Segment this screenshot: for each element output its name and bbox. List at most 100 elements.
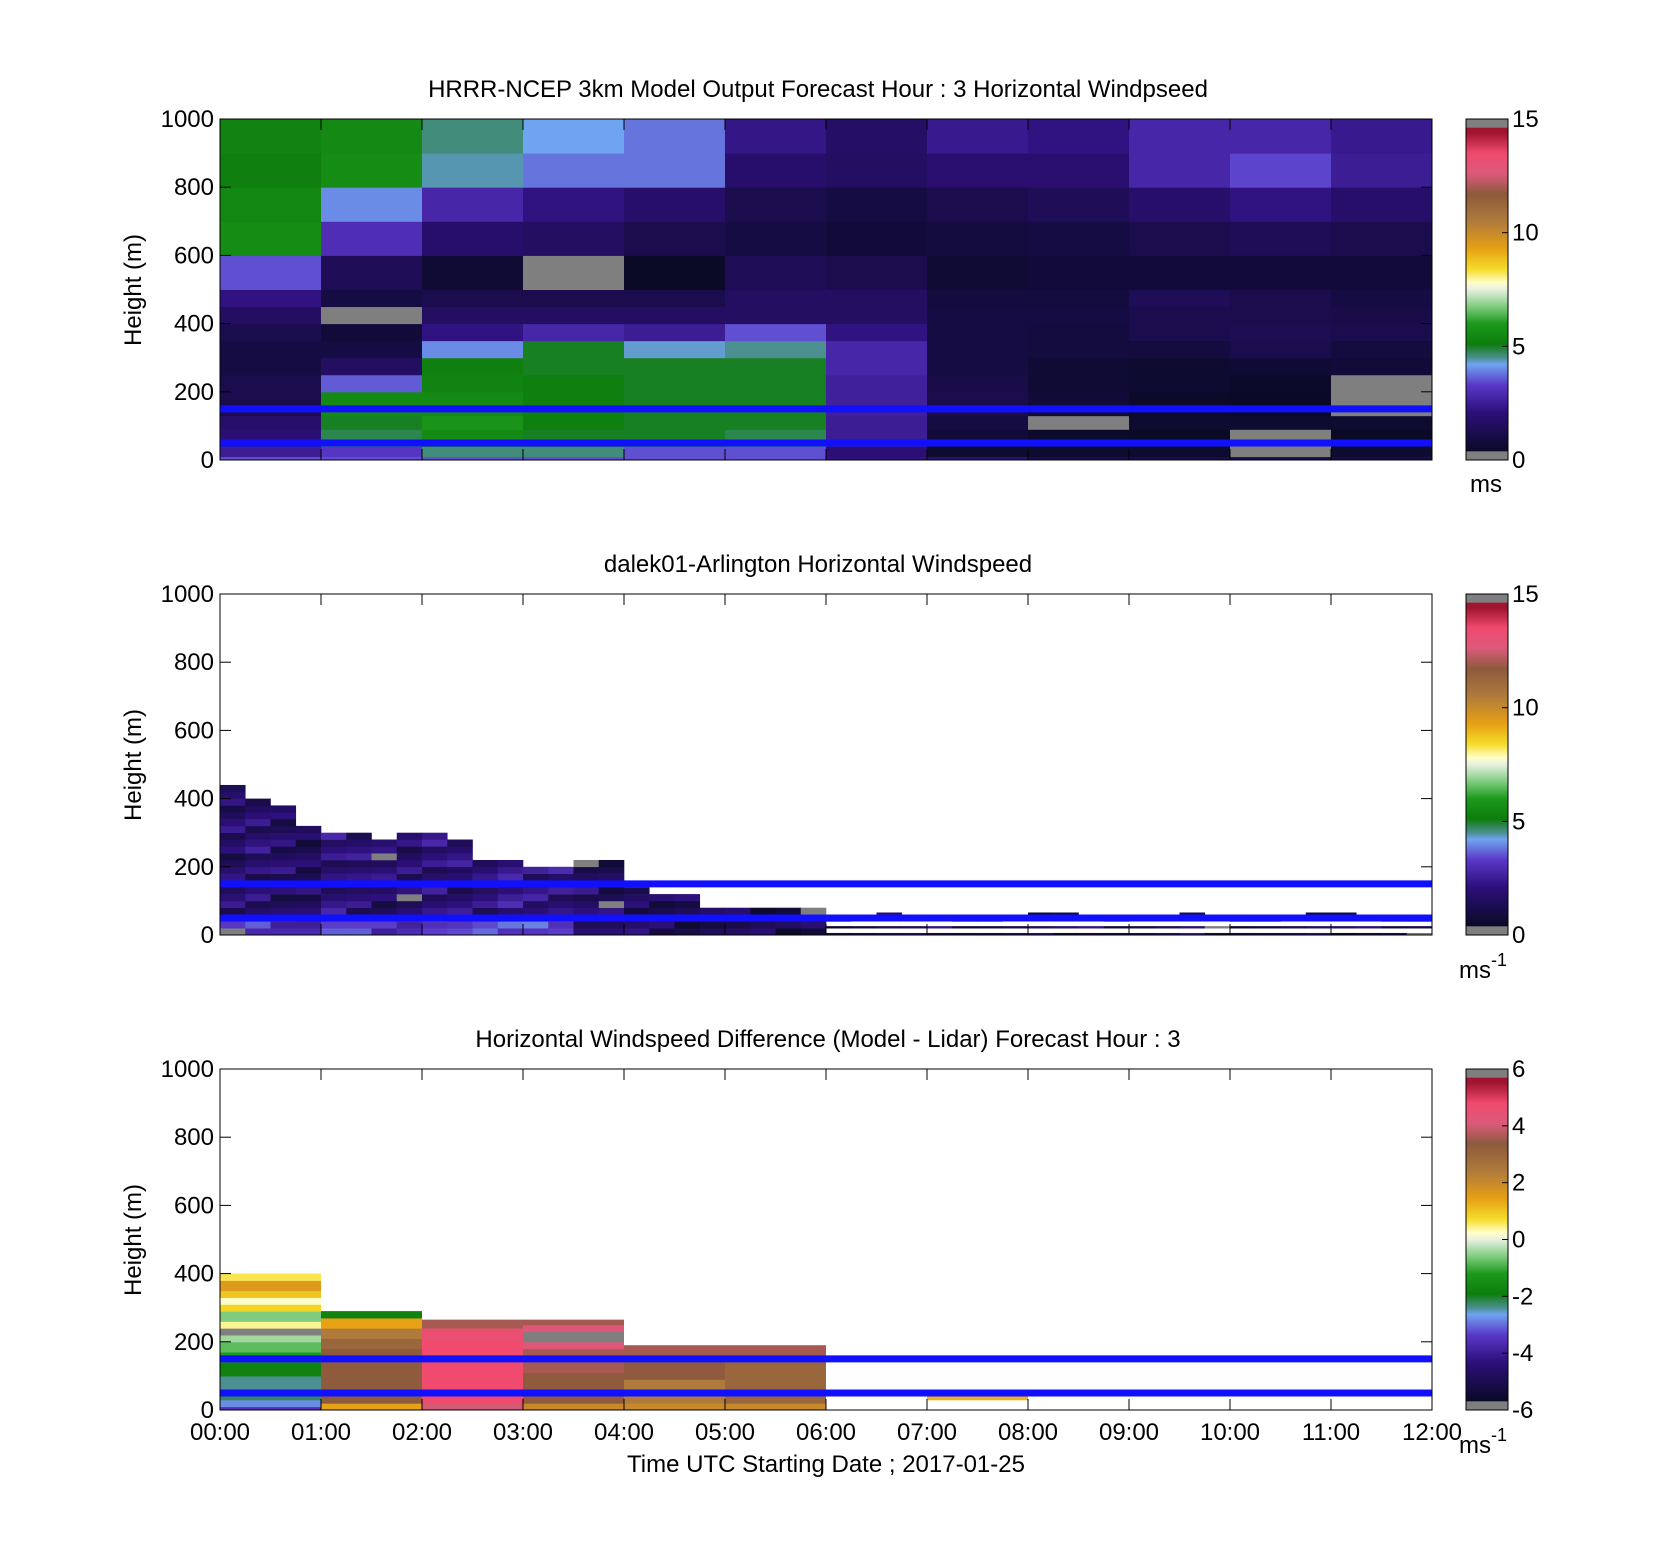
heatmap-cell	[548, 894, 574, 902]
heatmap-cell	[750, 928, 776, 936]
heatmap-cell	[321, 832, 347, 840]
heatmap-cell	[270, 859, 297, 868]
heatmap-cell	[598, 921, 625, 929]
heatmap-cell	[1230, 456, 1332, 461]
heatmap-cell	[1028, 221, 1130, 256]
heatmap-cell	[220, 1375, 321, 1391]
heatmap-cell	[295, 900, 322, 909]
heatmap-cell	[245, 859, 271, 868]
heatmap-cell	[472, 900, 499, 909]
heatmap-cell	[1028, 926, 1054, 929]
heatmap-cell	[1230, 446, 1332, 458]
colorbar-unit-base: ms	[1459, 1432, 1491, 1459]
heatmap-cell	[750, 907, 776, 915]
heatmap-cell	[826, 932, 852, 936]
heatmap-cell	[346, 900, 372, 909]
heatmap-cell	[220, 1280, 321, 1292]
heatmap-cell	[523, 928, 549, 936]
y-tick-label: 600	[174, 1192, 214, 1219]
heatmap-cell	[1230, 391, 1332, 417]
heatmap-cell	[220, 187, 322, 222]
heatmap-cell	[1028, 357, 1130, 376]
heatmap-cell	[901, 926, 928, 929]
heatmap-cell	[371, 921, 398, 929]
heatmap-cell	[523, 289, 625, 308]
heatmap-cell	[295, 873, 322, 881]
heatmap-cell	[1230, 187, 1332, 222]
panel-title: Horizontal Windspeed Difference (Model -…	[475, 1026, 1180, 1053]
heatmap-cell	[725, 928, 751, 936]
heatmap-cell	[725, 446, 827, 458]
colorbar: -6 -4 -2 0 2 4 6 ms-1	[1459, 1056, 1533, 1459]
heatmap-cell	[1230, 221, 1332, 256]
heatmap-cell	[523, 415, 625, 430]
heatmap-cell	[1331, 391, 1433, 417]
y-tick-label: 200	[174, 379, 214, 406]
heatmap-cell	[1129, 446, 1231, 458]
heatmap-cell	[321, 323, 423, 342]
heatmap-cell	[800, 928, 827, 936]
heatmap-cell	[220, 221, 322, 256]
heatmap-cell	[523, 900, 549, 909]
heatmap-cell	[927, 340, 1029, 359]
heatmap-cell	[472, 894, 499, 902]
heatmap-cell	[1204, 932, 1231, 936]
heatmap-cell	[497, 887, 524, 895]
heatmap-cell	[321, 306, 423, 325]
heatmap-cell	[826, 187, 928, 222]
heatmap-cell	[220, 894, 246, 902]
heatmap-cell	[422, 255, 524, 290]
heatmap-cell	[649, 900, 675, 909]
heatmap-cell	[346, 853, 372, 861]
heatmap-cell	[447, 859, 473, 868]
heatmap-cell	[1129, 323, 1231, 342]
heatmap-cell	[624, 357, 726, 376]
heatmap-cell	[497, 921, 524, 929]
y-axis-label: Height (m)	[120, 709, 147, 821]
heatmap-cell	[220, 153, 322, 188]
heatmap-cell	[523, 1319, 624, 1326]
colorbar-ticks: 0 5 10 15	[1502, 581, 1539, 949]
heatmap-cell	[497, 900, 524, 909]
heatmap-cell	[270, 873, 297, 881]
heatmap-cell	[270, 805, 297, 813]
heatmap-cell	[371, 846, 398, 854]
y-tick-label: 400	[174, 311, 214, 338]
heatmap-cell	[1331, 456, 1433, 461]
heatmap-cell	[624, 900, 650, 909]
heatmap-cell	[220, 798, 246, 806]
heatmap-cell	[422, 323, 524, 342]
panel-title: HRRR-NCEP 3km Model Output Forecast Hour…	[428, 76, 1208, 103]
colorbar-unit-exponent: -1	[1491, 1425, 1507, 1445]
heatmap-cell	[1129, 374, 1231, 393]
heatmap-cell	[598, 928, 625, 936]
heatmap-cell	[1028, 255, 1130, 290]
heatmap-cell	[270, 900, 297, 909]
heatmap-cell	[523, 374, 625, 393]
heatmap-cell	[826, 119, 928, 154]
heatmap-cell	[699, 928, 726, 936]
heatmap-cell	[977, 926, 1004, 929]
heatmap-cell	[876, 912, 903, 915]
colorbar-tick-label: 2	[1512, 1170, 1525, 1197]
heatmap-cell	[826, 221, 928, 256]
heatmap-cell	[220, 1273, 321, 1281]
heatmap-cell	[826, 456, 928, 461]
heatmap-cell	[422, 340, 524, 359]
heatmap-cell	[649, 928, 675, 936]
heatmap-cell	[1028, 912, 1054, 915]
heatmap-cell	[245, 846, 271, 854]
heatmap-cell	[220, 119, 322, 154]
y-tick-label: 200	[174, 1329, 214, 1356]
heatmap-cell	[725, 255, 827, 290]
heatmap-cell	[1129, 221, 1231, 256]
heatmap-cell	[624, 323, 726, 342]
heatmap-cell	[1204, 926, 1231, 929]
heatmap-cell	[295, 928, 322, 936]
heatmap-cell	[371, 866, 398, 874]
heatmap-cell	[725, 357, 827, 376]
heatmap-cell	[1331, 446, 1433, 458]
heatmap-cell	[826, 289, 928, 308]
heatmap-cell	[220, 1341, 321, 1353]
heatmap-cell	[598, 873, 625, 881]
